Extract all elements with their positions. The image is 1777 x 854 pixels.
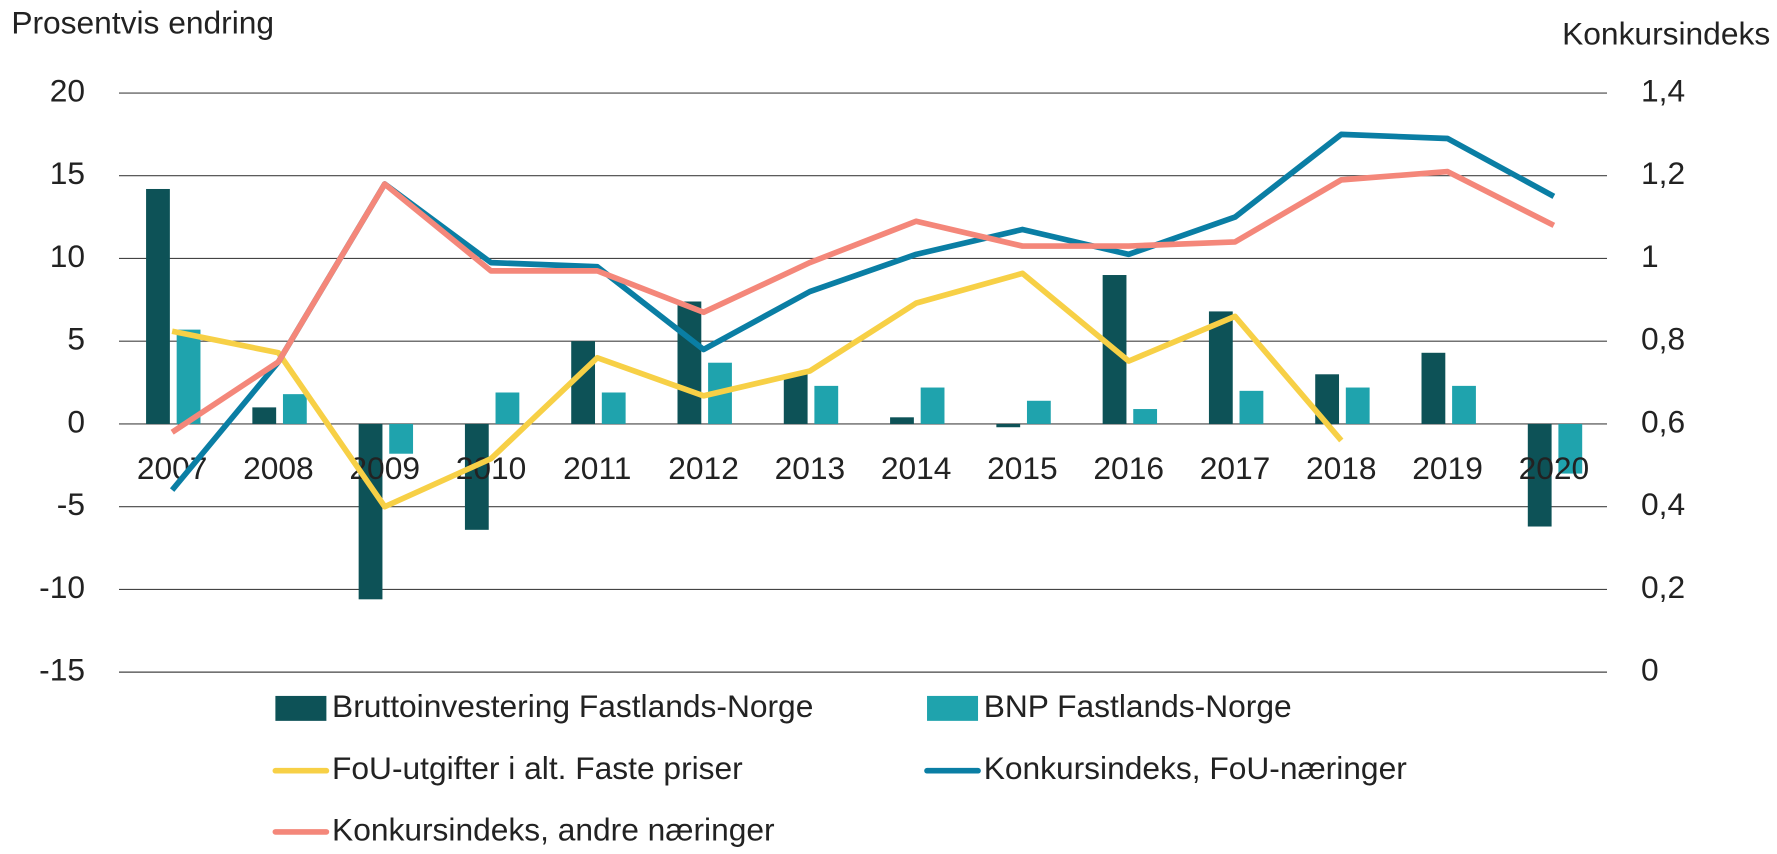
y2-tick-label: 1,2 (1641, 155, 1685, 191)
y-tick-label: -10 (39, 569, 85, 605)
legend-label: BNP Fastlands-Norge (984, 688, 1292, 724)
x-tick-label: 2007 (137, 450, 208, 486)
line (171, 270, 1344, 510)
line (170, 168, 1556, 435)
legend-label: FoU-utgifter i alt. Faste priser (332, 750, 743, 786)
y-tick-label: 15 (50, 155, 85, 191)
bar (464, 423, 489, 530)
y-tick-label: 20 (50, 72, 85, 108)
y2-tick-label: 0,8 (1641, 321, 1685, 357)
x-tick-label: 2015 (987, 450, 1058, 486)
bar (358, 423, 383, 600)
bar (1133, 409, 1158, 424)
x-tick-label: 2020 (1519, 450, 1590, 486)
bar (1558, 423, 1583, 474)
y2-tick-label: 0 (1641, 651, 1659, 687)
bar (176, 329, 201, 424)
x-tick-label: 2008 (243, 450, 314, 486)
y-tick-label: -15 (39, 651, 85, 687)
bar (1345, 387, 1370, 424)
bar (1452, 385, 1476, 424)
bar (1527, 423, 1552, 527)
bar (146, 188, 170, 424)
bar (1026, 400, 1051, 424)
x-tick-label: 2018 (1306, 450, 1377, 486)
bar (1208, 311, 1233, 424)
legend-swatch (927, 695, 979, 721)
bar (252, 407, 277, 424)
legend-label: Konkursindeks, andre næringer (332, 811, 775, 847)
y-tick-label: -5 (57, 486, 85, 522)
x-tick-label: 2012 (668, 450, 739, 486)
bar (1239, 390, 1264, 424)
bar (495, 392, 520, 424)
bar (996, 423, 1021, 428)
y2-tick-label: 0,6 (1641, 403, 1685, 439)
x-tick-label: 2016 (1093, 450, 1164, 486)
x-tick-label: 2019 (1412, 450, 1483, 486)
x-tick-label: 2013 (775, 450, 846, 486)
legend-swatch (275, 695, 327, 721)
bar (920, 387, 945, 424)
bar (814, 385, 839, 424)
bar (677, 301, 702, 424)
y-tick-label: 0 (67, 403, 85, 439)
y-axis-label: Prosentvis endring (11, 4, 274, 40)
y-tick-label: 10 (50, 238, 85, 274)
legend-label: Bruttoinvestering Fastlands-Norge (332, 688, 813, 724)
bar (601, 392, 626, 424)
y-tick-label: 5 (67, 321, 85, 357)
bar (1421, 352, 1446, 424)
y2-tick-label: 0,4 (1641, 486, 1685, 522)
bar (890, 417, 914, 424)
x-tick-label: 2011 (563, 450, 631, 486)
legend-label: Konkursindeks, FoU-næringer (984, 750, 1408, 786)
bar (282, 394, 307, 424)
y2-tick-label: 0,2 (1641, 569, 1685, 605)
y2-axis-label: Konkursindeks (1562, 16, 1770, 52)
y2-tick-label: 1,4 (1641, 72, 1685, 108)
bar (783, 374, 808, 424)
bar (1315, 374, 1340, 424)
bar (389, 423, 414, 454)
y2-tick-label: 1 (1641, 238, 1659, 274)
x-tick-label: 2014 (881, 450, 952, 486)
x-tick-label: 2017 (1200, 450, 1271, 486)
